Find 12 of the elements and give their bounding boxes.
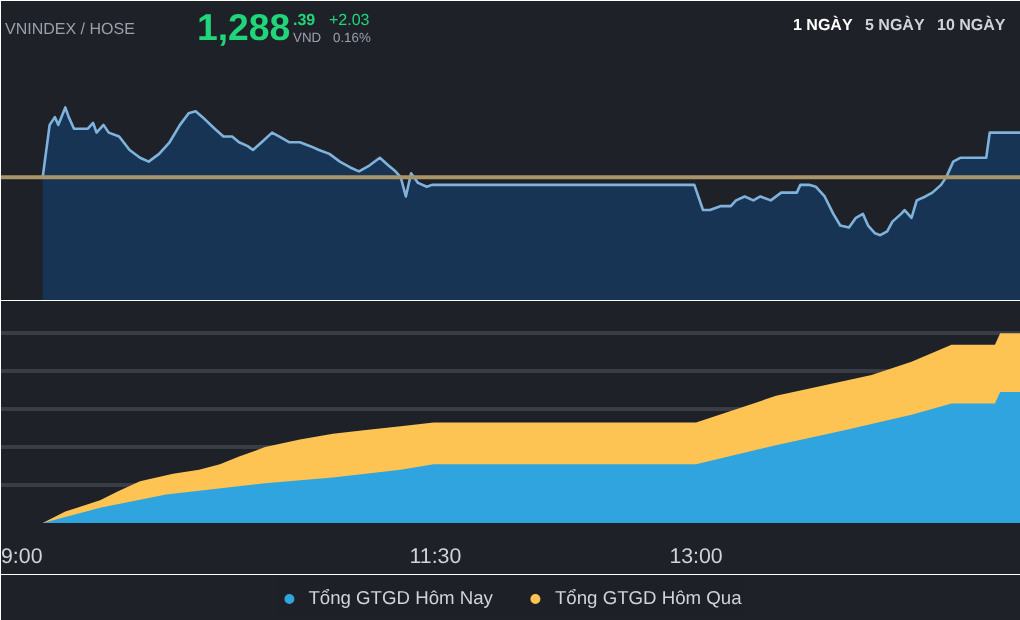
legend-label: Tổng GTGD Hôm Nay: [308, 587, 493, 607]
text: .39: [293, 11, 317, 29]
text: 10 NGÀY: [937, 14, 1007, 34]
x-tick-label: 13:00: [669, 545, 723, 569]
x-tick-label: 11:30: [409, 545, 462, 569]
text: 1,288: [197, 6, 291, 48]
text: 1 NGÀY: [793, 14, 854, 34]
legend-label: Tổng GTGD Hôm Qua: [554, 587, 742, 607]
text: +2.03: [329, 11, 371, 29]
x-tick-label: 9:00: [1, 545, 43, 569]
text: 5 NGÀY: [865, 14, 926, 34]
text: VNINDEX / HOSE: [5, 20, 135, 38]
